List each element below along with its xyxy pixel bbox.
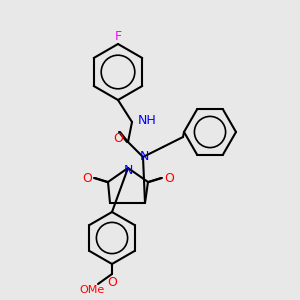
Text: F: F [114, 29, 122, 43]
Text: OMe: OMe [80, 285, 105, 295]
Text: N: N [123, 164, 133, 178]
Text: O: O [107, 275, 117, 289]
Text: NH: NH [138, 115, 157, 128]
Text: O: O [82, 172, 92, 184]
Text: O: O [164, 172, 174, 184]
Text: O: O [113, 133, 123, 146]
Text: N: N [139, 149, 149, 163]
